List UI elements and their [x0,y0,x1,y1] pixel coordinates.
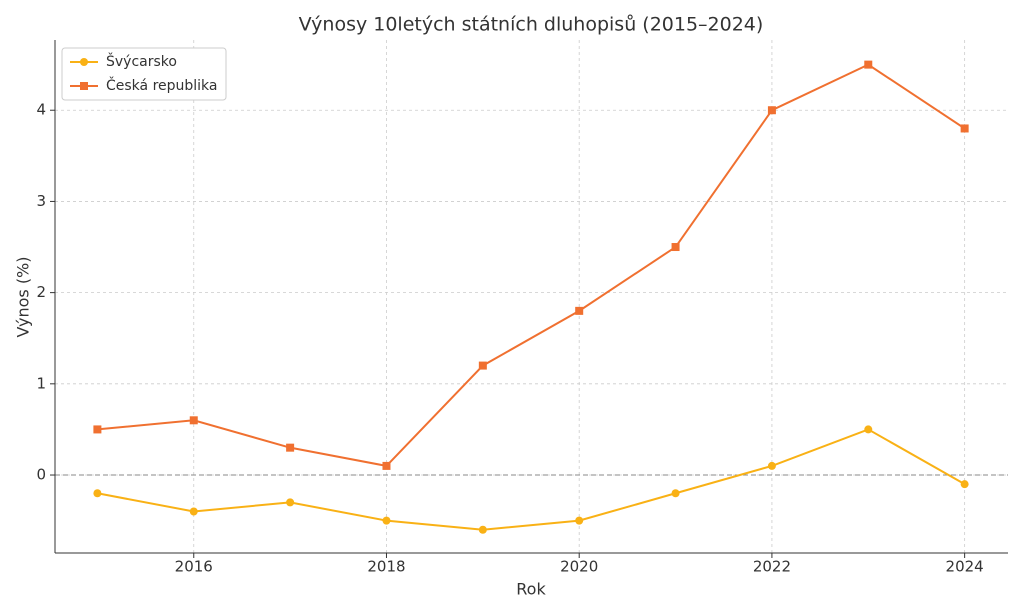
series-line [97,428,966,531]
marker [286,443,295,452]
legend-label: Švýcarsko [106,52,177,70]
x-tick-label: 2016 [175,558,213,576]
x-tick-label: 2024 [946,558,984,576]
chart-title: Výnosy 10letých státních dluhopisů (2015… [299,14,764,36]
marker [960,480,969,489]
x-axis-label: Rok [516,580,546,599]
marker [478,361,487,370]
y-tick-label: 2 [36,283,46,301]
legend-label: Česká republika [106,76,218,94]
marker [864,60,873,69]
marker [864,425,873,434]
marker [382,516,391,525]
y-tick-label: 1 [36,374,46,392]
marker [575,306,584,315]
y-tick-label: 3 [36,192,46,210]
marker [767,461,776,470]
marker [189,416,198,425]
legend-marker [80,82,88,90]
marker [671,243,680,252]
x-tick-label: 2018 [367,558,405,576]
marker [478,525,487,534]
marker [93,489,102,498]
marker [960,124,969,133]
marker [575,516,584,525]
marker [767,106,776,115]
legend: Švýcarsko Česká republika [61,47,227,101]
legend-box [61,47,227,101]
marker [93,425,102,434]
x-tick-label: 2022 [753,558,791,576]
y-tick-label: 4 [36,101,46,119]
y-axis-label: Výnos (%) [14,256,33,337]
marker [189,507,198,516]
marker [286,498,295,507]
y-tick-label: 0 [36,466,46,484]
series-line [97,63,966,467]
x-tick-label: 2020 [560,558,598,576]
legend-marker [80,58,88,66]
marker [671,489,680,498]
marker [382,461,391,470]
